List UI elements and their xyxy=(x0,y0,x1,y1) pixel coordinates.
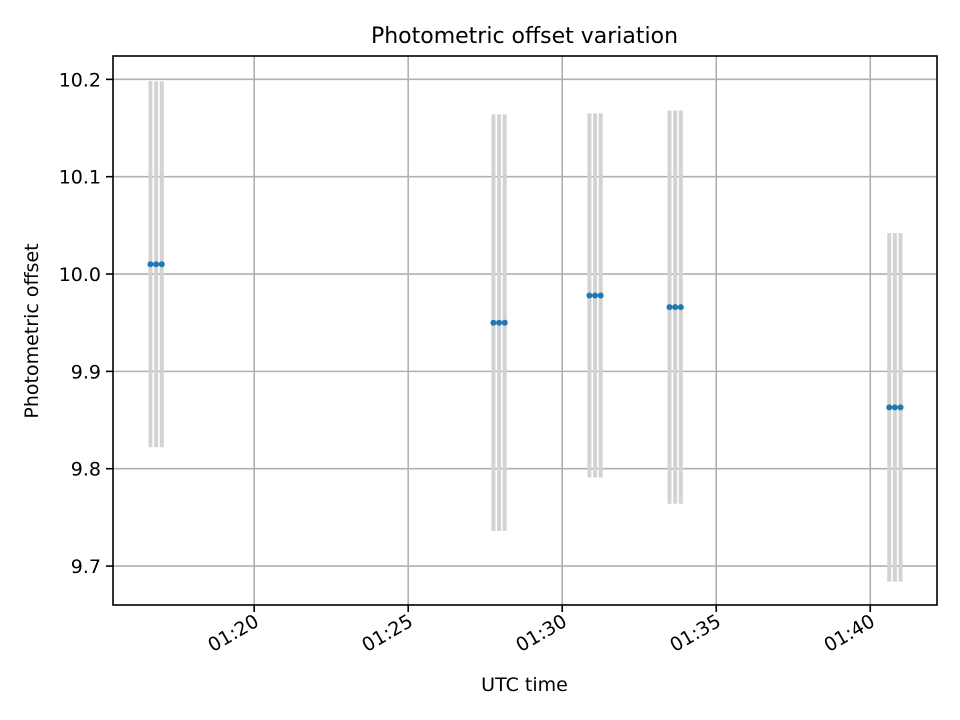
error-bars xyxy=(148,81,903,582)
data-point xyxy=(677,304,684,311)
y-tick-label: 9.7 xyxy=(71,556,101,578)
plot-frame xyxy=(112,55,938,606)
data-point xyxy=(672,304,679,311)
x-tick-label: 01:35 xyxy=(666,610,724,656)
data-point xyxy=(592,292,599,299)
data-point xyxy=(501,319,508,326)
y-tick-label: 9.8 xyxy=(71,459,101,481)
x-axis-ticks: 01:20 01:25 01:30 01:35 01:40 xyxy=(204,605,879,657)
chart-title: Photometric offset variation xyxy=(371,24,678,49)
data-point xyxy=(490,319,497,326)
data-point xyxy=(496,319,503,326)
data-point xyxy=(666,304,673,311)
data-point xyxy=(897,404,904,411)
x-tick-label: 01:20 xyxy=(204,610,262,656)
y-axis-label: Photometric offset xyxy=(21,243,43,418)
data-point xyxy=(158,261,165,268)
data-point xyxy=(153,261,160,268)
data-point xyxy=(147,261,154,268)
data-point xyxy=(586,292,593,299)
y-tick-label: 10.0 xyxy=(59,264,101,286)
grid-lines xyxy=(113,56,937,605)
data-point xyxy=(597,292,604,299)
y-tick-label: 10.2 xyxy=(59,69,101,91)
x-axis-label: UTC time xyxy=(481,674,568,696)
data-points xyxy=(147,261,904,411)
y-axis-ticks: 9.7 9.8 9.9 10.0 10.1 10.2 xyxy=(59,69,113,578)
data-point xyxy=(886,404,893,411)
data-point xyxy=(891,404,898,411)
y-tick-label: 10.1 xyxy=(59,167,101,189)
x-tick-label: 01:40 xyxy=(820,610,878,656)
x-tick-label: 01:25 xyxy=(358,610,416,656)
y-tick-label: 9.9 xyxy=(71,361,101,383)
x-tick-label: 01:30 xyxy=(512,610,570,656)
